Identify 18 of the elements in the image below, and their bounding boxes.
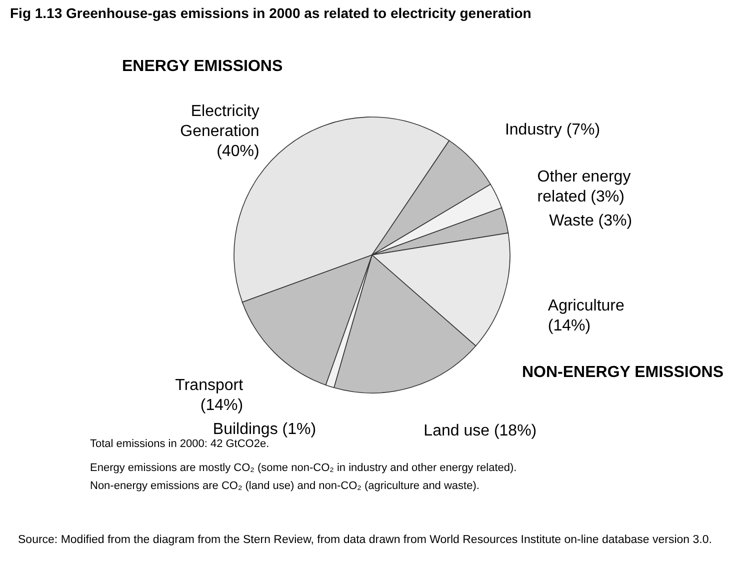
text: ENERGY EMISSIONS: [122, 58, 283, 75]
slice-label: Other energy related (3%): [537, 168, 631, 206]
chart-title: Fig 1.13 Greenhouse-gas emissions in 2000 as related to electricity generation: [10, 5, 532, 21]
slice-label: Transport: [175, 376, 244, 394]
data-label: (14%): [200, 396, 244, 414]
slice-label: Waste (3%): [549, 212, 632, 230]
data-label: (14%): [548, 317, 591, 334]
slice-label: Industry (7%): [504, 121, 600, 138]
slice-label: Electricity Generation: [180, 102, 260, 140]
slice-label: Buildings (1%): [212, 421, 316, 438]
text: NON-ENERGY EMISSIONS: [522, 364, 724, 381]
text: Non-energy emissions are CO₂ (land use) and non-CO₂ (agriculture and waste).: [90, 480, 480, 492]
text: Total emissions in 2000: 42 GtCO2e.: [90, 438, 270, 450]
data-label: (40%): [216, 142, 260, 160]
source-note: Source: Modified from the diagram from the Stern Review, from data drawn from World Resources Institute on-line database version 3.0.: [18, 534, 712, 546]
slice-label: Agriculture: [548, 297, 624, 314]
text: Energy emissions are mostly CO₂ (some non-CO₂ in industry and other energy related).: [90, 462, 517, 474]
slice-label: Land use (18%): [424, 422, 537, 440]
